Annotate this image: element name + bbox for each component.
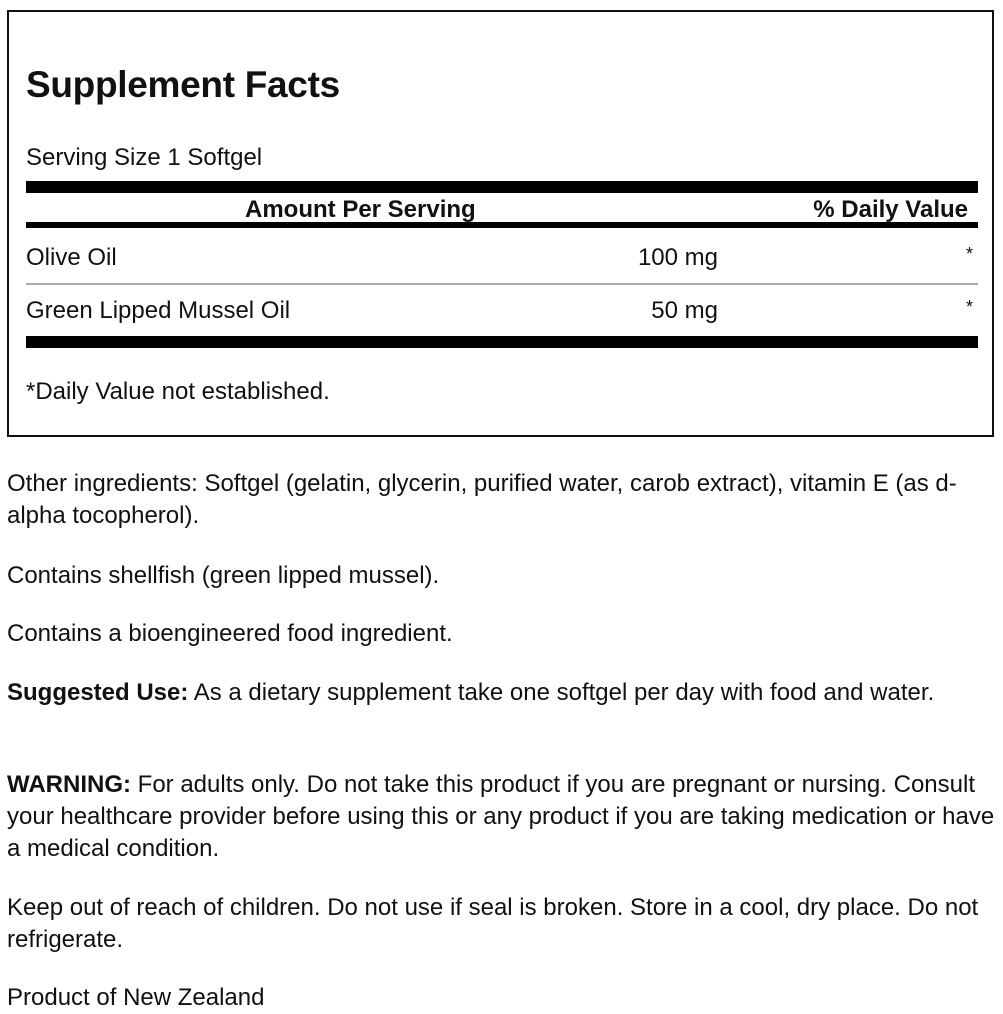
suggested-use: Suggested Use: As a dietary supplement t…	[7, 677, 997, 709]
other-ingredients: Other ingredients: Softgel (gelatin, gly…	[7, 470, 957, 529]
ingredient-name: Olive Oil	[26, 244, 117, 271]
header-amount: Amount Per Serving	[245, 196, 476, 223]
ingredient-dv: *	[965, 244, 973, 264]
ingredient-name: Green Lipped Mussel Oil	[26, 297, 291, 324]
panel-title: Supplement Facts	[26, 64, 340, 105]
row-divider	[26, 283, 978, 285]
divider-medium	[26, 222, 978, 228]
suggested-use-label: Suggested Use:	[7, 679, 189, 706]
suggested-use-text: As a dietary supplement take one softgel…	[188, 679, 935, 706]
supplement-facts-panel: Supplement Facts Serving Size 1 Softgel …	[7, 10, 994, 437]
divider-thick	[26, 181, 978, 193]
ingredient-dv: *	[965, 297, 973, 317]
bioengineered-statement: Contains a bioengineered food ingredient…	[7, 620, 453, 647]
footnote: *Daily Value not established.	[26, 378, 330, 405]
warning: WARNING: For adults only. Do not take th…	[7, 769, 997, 865]
ingredient-amount: 100 mg	[637, 244, 718, 271]
warning-text: For adults only. Do not take this produc…	[7, 771, 995, 862]
allergen-statement: Contains shellfish (green lipped mussel)…	[7, 562, 440, 589]
storage-statement: Keep out of reach of children. Do not us…	[7, 894, 979, 953]
ingredient-amount: 50 mg	[651, 297, 718, 324]
serving-size: Serving Size 1 Softgel	[26, 144, 263, 171]
warning-label: WARNING:	[7, 771, 131, 798]
origin-statement: Product of New Zealand	[7, 984, 265, 1011]
divider-thick	[26, 336, 978, 348]
header-daily-value: % Daily Value	[813, 196, 968, 223]
